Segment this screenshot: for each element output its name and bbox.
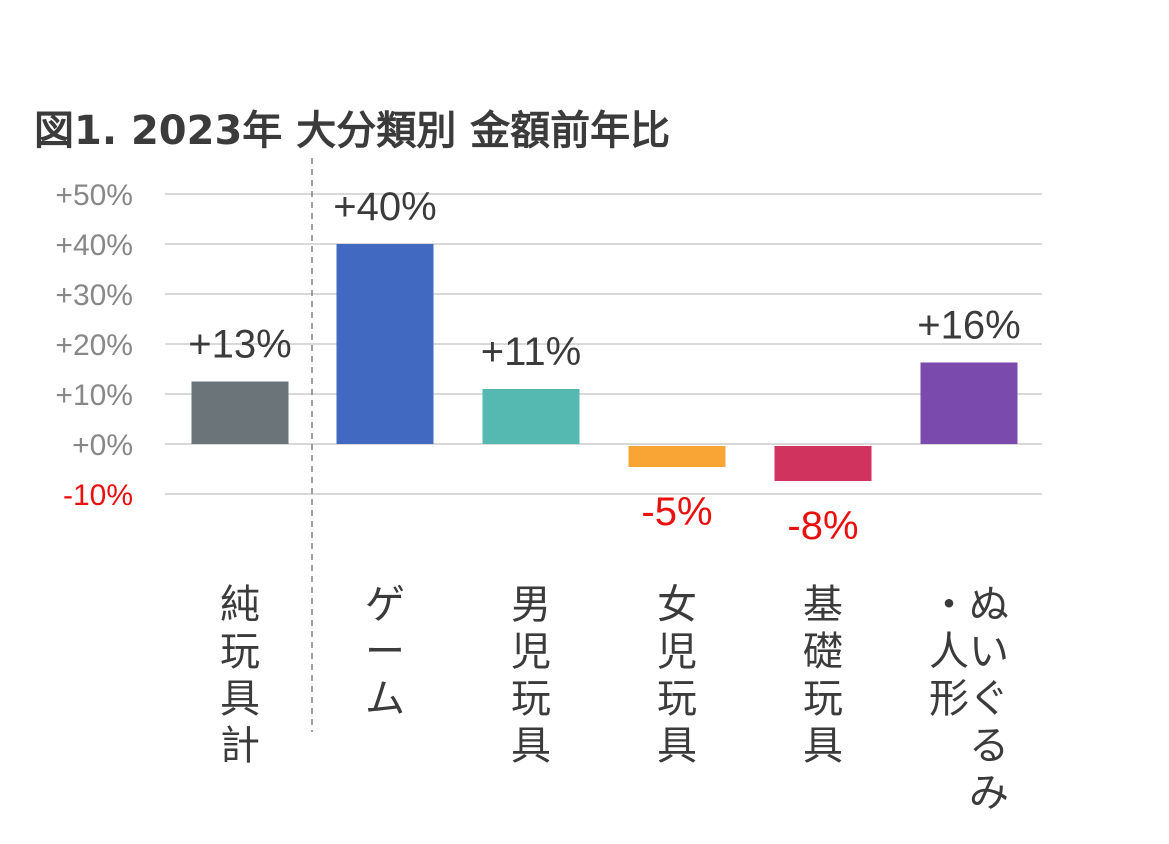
y-tick-label: +40% — [55, 229, 133, 262]
category-label-char: 人 — [929, 629, 969, 675]
value-label: -5% — [641, 490, 712, 534]
category-label-char: ム — [365, 676, 405, 722]
y-tick-label: +50% — [55, 179, 133, 212]
y-tick-label: +0% — [72, 429, 133, 462]
y-tick-label: +20% — [55, 329, 133, 362]
category-label-char: 基 — [803, 582, 843, 628]
value-label: +16% — [917, 304, 1020, 348]
category-label-char: 男 — [511, 582, 551, 628]
y-tick-label: +30% — [55, 279, 133, 312]
category-label-char: 具 — [803, 723, 843, 769]
bar — [774, 446, 872, 481]
category-label-char: ゲ — [365, 582, 405, 628]
category-label-char: ・ — [929, 582, 969, 628]
grid — [165, 193, 1042, 495]
y-axis: +50% +40% +30% +20% +10% +0% -10% — [55, 179, 133, 512]
category-label-char: 玩 — [511, 676, 551, 722]
category-label-char: ぬ — [969, 582, 1009, 628]
category-label-char: ー — [365, 629, 405, 675]
category-label-char: い — [969, 629, 1009, 675]
category-label-char: 玩 — [220, 629, 260, 675]
category-label-char: 具 — [220, 676, 260, 722]
chart-title: 図1. 2023年 大分類別 金額前年比 — [34, 108, 670, 154]
bar — [336, 244, 434, 444]
y-tick-label: -10% — [63, 479, 133, 512]
bar — [920, 362, 1018, 444]
bar — [482, 389, 580, 444]
category-label-char: 児 — [657, 629, 697, 675]
category-label-char: 形 — [929, 676, 969, 722]
bars — [191, 244, 1018, 481]
category-label-char: 玩 — [657, 676, 697, 722]
category-label-char: 計 — [220, 723, 260, 769]
value-label: -8% — [787, 504, 858, 548]
category-label-char: 玩 — [803, 676, 843, 722]
y-tick-label: +10% — [55, 379, 133, 412]
category-label-char: 児 — [511, 629, 551, 675]
category-label-char: 純 — [220, 582, 260, 628]
value-label: +40% — [333, 185, 436, 229]
value-label: +11% — [481, 330, 581, 374]
category-label-char: 具 — [511, 723, 551, 769]
category-label-char: ぐ — [969, 676, 1009, 722]
category-label-char: 女 — [657, 582, 697, 628]
category-label-char: み — [969, 770, 1009, 816]
bar — [628, 446, 726, 467]
value-labels: +13% +40% +11% -5% -8% +16% — [188, 185, 1020, 548]
category-label-char: る — [969, 723, 1009, 769]
bar — [191, 381, 289, 444]
category-label-char: 具 — [657, 723, 697, 769]
category-label-char: 礎 — [803, 629, 843, 675]
value-label: +13% — [188, 323, 291, 367]
